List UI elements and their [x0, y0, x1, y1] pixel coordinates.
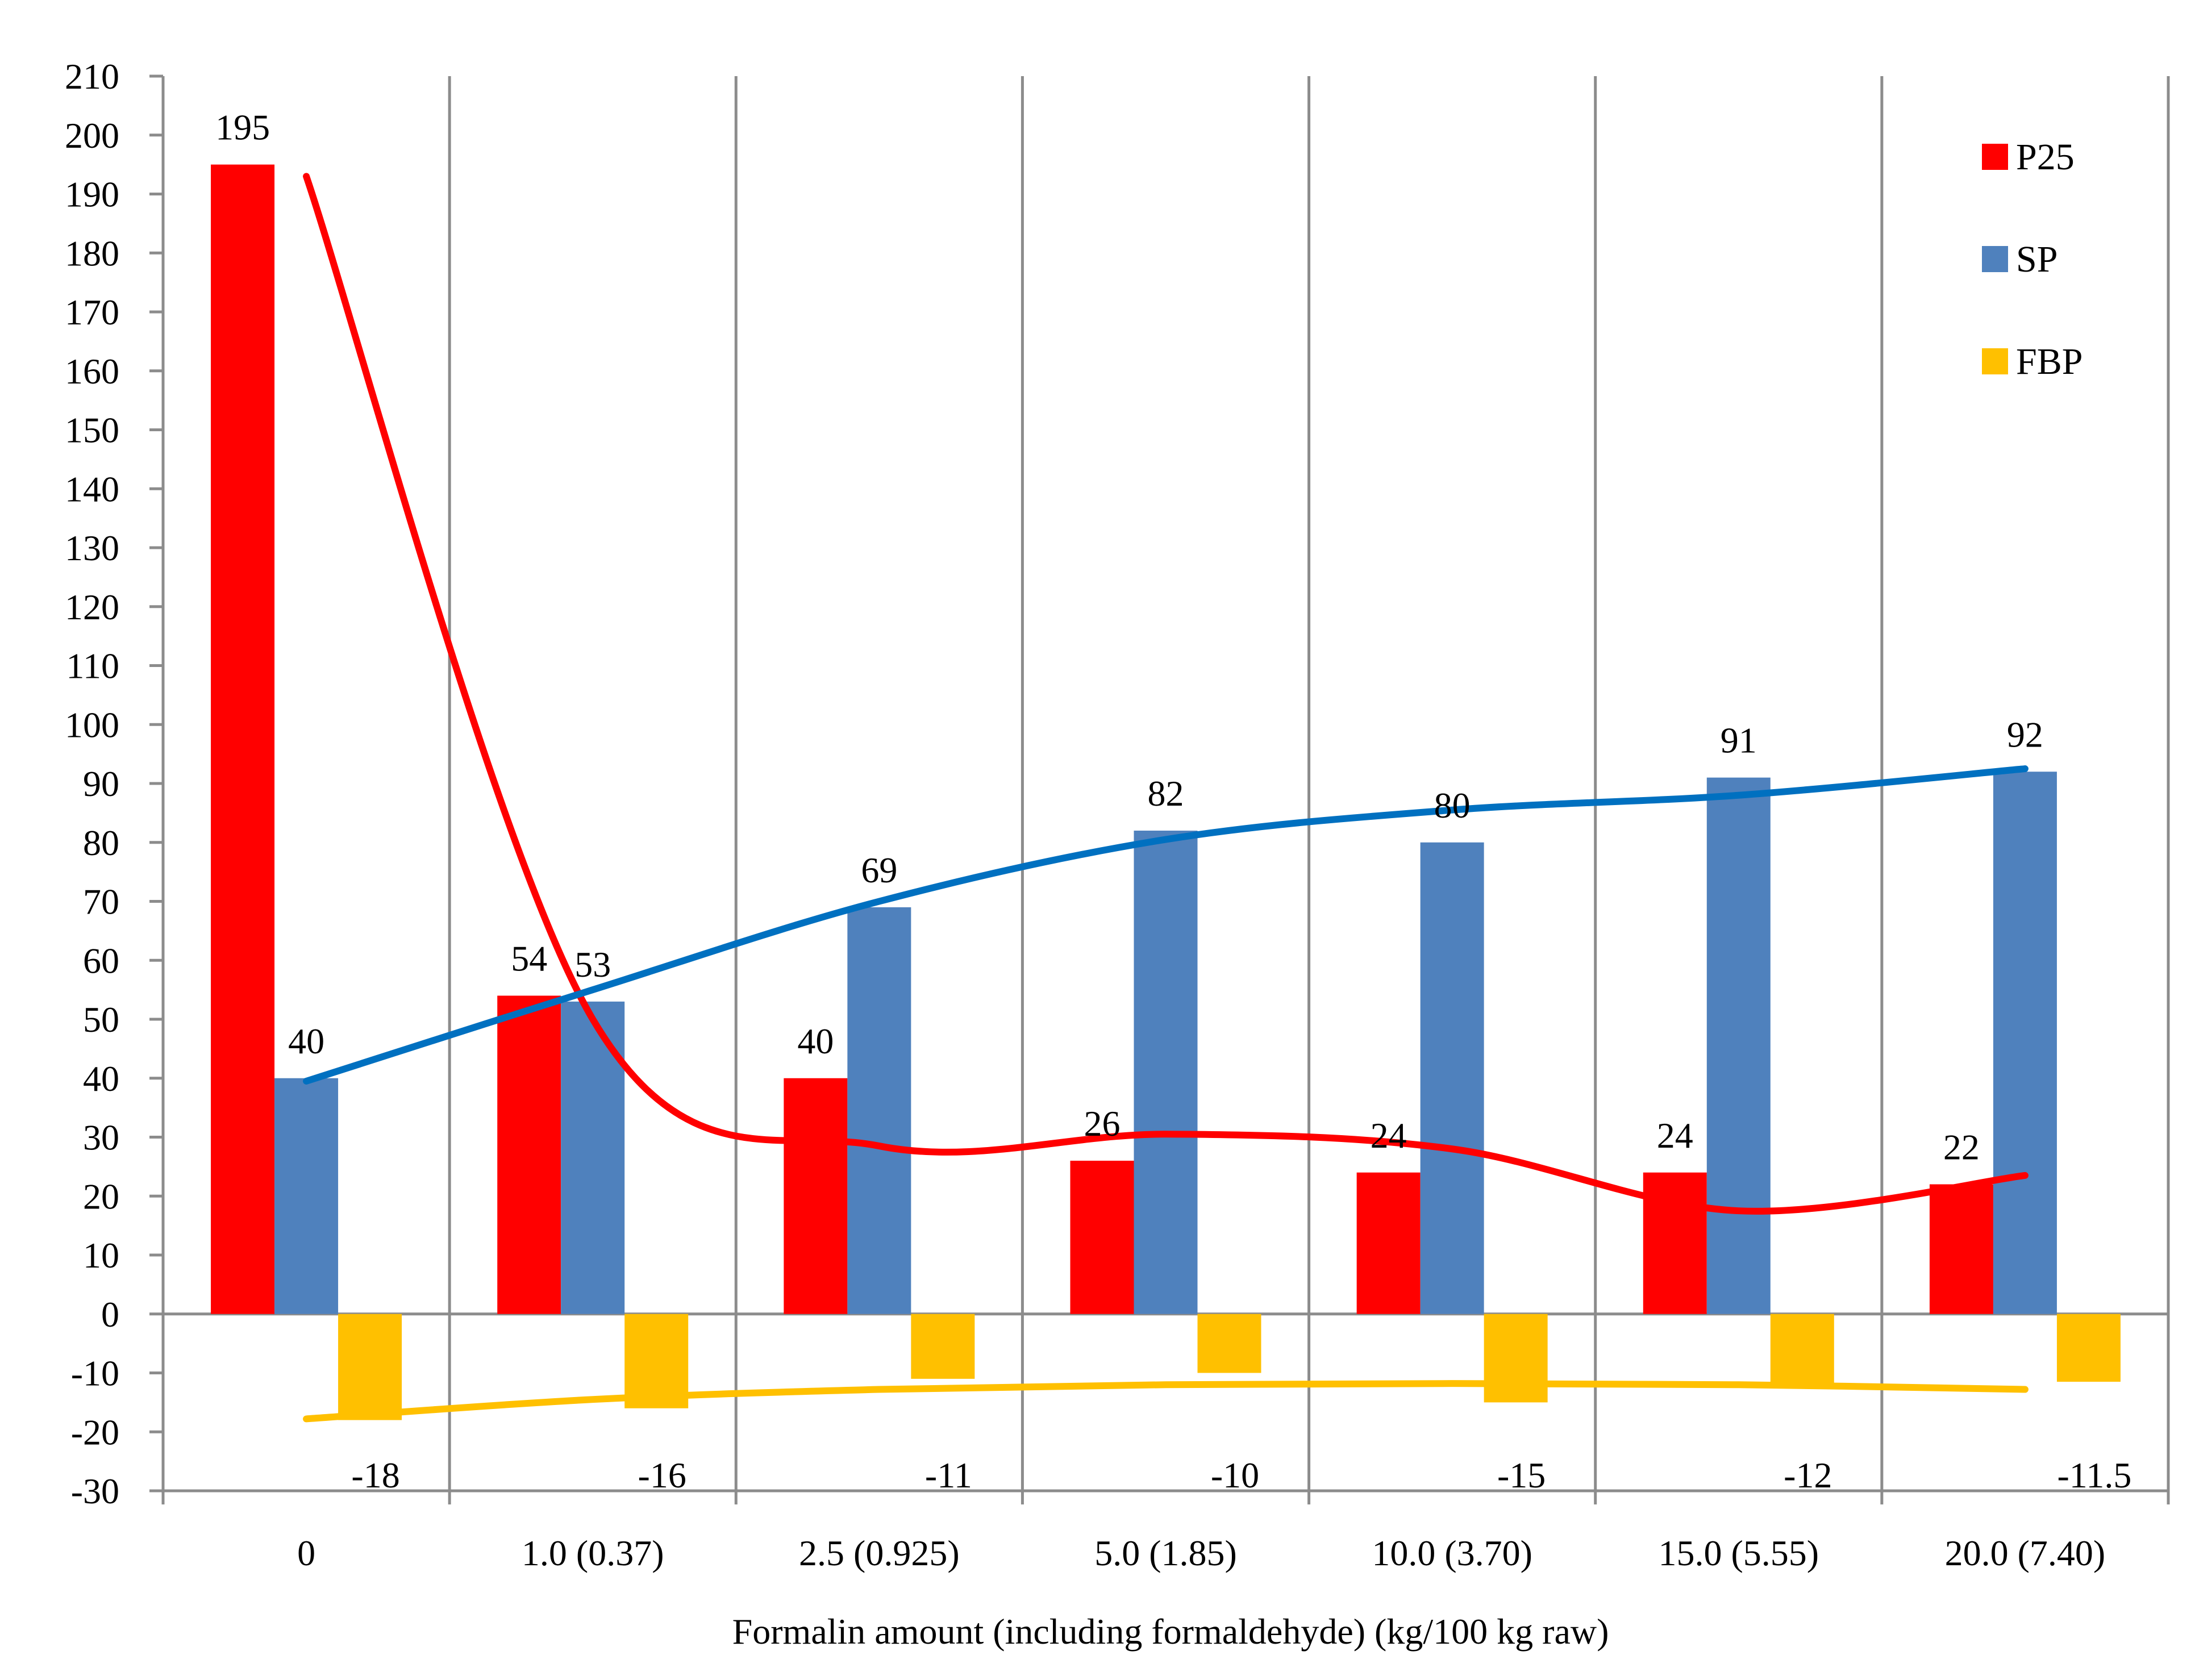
vertical-gridlines	[448, 76, 2170, 1491]
data-label-p25: 54	[511, 939, 547, 979]
legend-swatch-fbp	[1982, 348, 2008, 374]
y-tick-label: 10	[83, 1235, 119, 1275]
bar-fbp	[1770, 1314, 1834, 1385]
x-tick-label: 0	[297, 1533, 315, 1573]
legend-swatch-sp	[1982, 246, 2008, 272]
y-tick-label: 20	[83, 1176, 119, 1216]
data-label-p25: 195	[215, 107, 270, 148]
data-label-p25: 24	[1657, 1115, 1693, 1156]
data-label-sp: 92	[2007, 714, 2043, 754]
y-tick-label: 170	[65, 292, 119, 332]
legend: P25 SP FBP	[1982, 136, 2082, 382]
y-tick-label: 70	[83, 882, 119, 922]
x-tick-label: 20.0 (7.40)	[1945, 1533, 2106, 1573]
data-label-sp: 69	[861, 850, 897, 890]
bar-p25	[497, 995, 561, 1314]
data-label-fbp: -10	[1211, 1455, 1259, 1495]
y-tick-label: 100	[65, 704, 119, 745]
data-label-sp: 40	[288, 1021, 324, 1061]
bar-p25	[1643, 1172, 1707, 1314]
data-label-fbp: -16	[638, 1455, 686, 1495]
data-label-p25: 24	[1371, 1115, 1407, 1156]
y-tick-label: 200	[65, 115, 119, 156]
y-tick-label: 50	[83, 999, 119, 1040]
y-tick-label: 190	[65, 174, 119, 215]
y-tick-label: -10	[71, 1353, 119, 1394]
y-tick-label: 40	[83, 1058, 119, 1099]
bars	[211, 164, 2121, 1420]
bar-sp	[1706, 777, 1771, 1314]
data-label-sp: 91	[1721, 720, 1757, 761]
data-label-sp: 82	[1148, 773, 1184, 814]
data-label-fbp: -18	[351, 1455, 399, 1495]
data-label-fbp: -11	[925, 1455, 972, 1495]
legend-label-sp: SP	[2016, 239, 2057, 280]
bar-fbp	[1197, 1314, 1261, 1373]
bar-fbp	[911, 1314, 975, 1379]
y-tick-label: 120	[65, 587, 119, 627]
bar-sp	[274, 1078, 339, 1314]
bar-p25	[1929, 1184, 1993, 1314]
y-tick-label: 90	[83, 764, 119, 804]
x-tick-label: 2.5 (0.925)	[799, 1533, 960, 1573]
legend-swatch-p25	[1982, 144, 2008, 170]
y-tick-label: 130	[65, 528, 119, 568]
y-tick-label: 80	[83, 823, 119, 863]
data-label-fbp: -15	[1497, 1455, 1546, 1495]
bar-p25	[1356, 1172, 1421, 1314]
data-label-fbp: -11.5	[2057, 1455, 2131, 1495]
y-tick-label: 160	[65, 351, 119, 391]
x-axis-title: Formalin amount (including formaldehyde)…	[732, 1611, 1609, 1652]
data-label-p25: 40	[797, 1021, 834, 1061]
data-label-p25: 26	[1084, 1103, 1121, 1144]
bar-p25	[784, 1078, 848, 1314]
y-tick-label: 140	[65, 469, 119, 509]
y-tick-label: 60	[83, 940, 119, 981]
legend-label-fbp: FBP	[2016, 341, 2082, 382]
bar-sp	[1993, 772, 2057, 1314]
y-tick-label: 0	[101, 1294, 119, 1335]
data-label-sp: 80	[1434, 785, 1471, 826]
bar-p25	[1070, 1161, 1134, 1314]
data-labels: 195 54 40 26 24 24 22 40 53 69 82 80 91 92 -18 -16 -11 -1…	[215, 107, 2131, 1495]
data-label-fbp: -12	[1784, 1455, 1832, 1495]
data-label-sp: 53	[574, 944, 611, 985]
bar-sp	[1134, 831, 1198, 1314]
trendline-p25	[303, 173, 2029, 1215]
bar-sp	[847, 907, 911, 1314]
trendlines	[303, 173, 2029, 1423]
y-tick-label: 150	[65, 410, 119, 451]
y-tick-label: 110	[66, 646, 119, 686]
bar-p25	[211, 164, 275, 1314]
y-tick-label: 180	[65, 233, 119, 273]
axes: -30 -20 -10 0 10 20 30 40 50 60 70 80 90 100 110 120 130…	[65, 56, 2170, 1573]
bar-fbp	[338, 1314, 402, 1420]
x-tick-label: 1.0 (0.37)	[522, 1533, 664, 1573]
trendline-fbp	[303, 1380, 2029, 1423]
legend-label-p25: P25	[2016, 136, 2075, 178]
bar-fbp	[1484, 1314, 1548, 1403]
x-tick-label: 15.0 (5.55)	[1658, 1533, 1819, 1573]
bar-fbp	[2056, 1314, 2121, 1382]
trendline-sp	[303, 765, 2029, 1085]
bar-sp	[1420, 842, 1484, 1314]
data-label-p25: 22	[1943, 1127, 1980, 1168]
y-tick-label: 30	[83, 1118, 119, 1158]
x-tick-label: 10.0 (3.70)	[1372, 1533, 1532, 1573]
y-tick-label: 210	[65, 56, 119, 97]
x-tick-label: 5.0 (1.85)	[1094, 1533, 1237, 1573]
y-tick-label: -30	[71, 1471, 119, 1511]
y-tick-label: -20	[71, 1412, 119, 1452]
